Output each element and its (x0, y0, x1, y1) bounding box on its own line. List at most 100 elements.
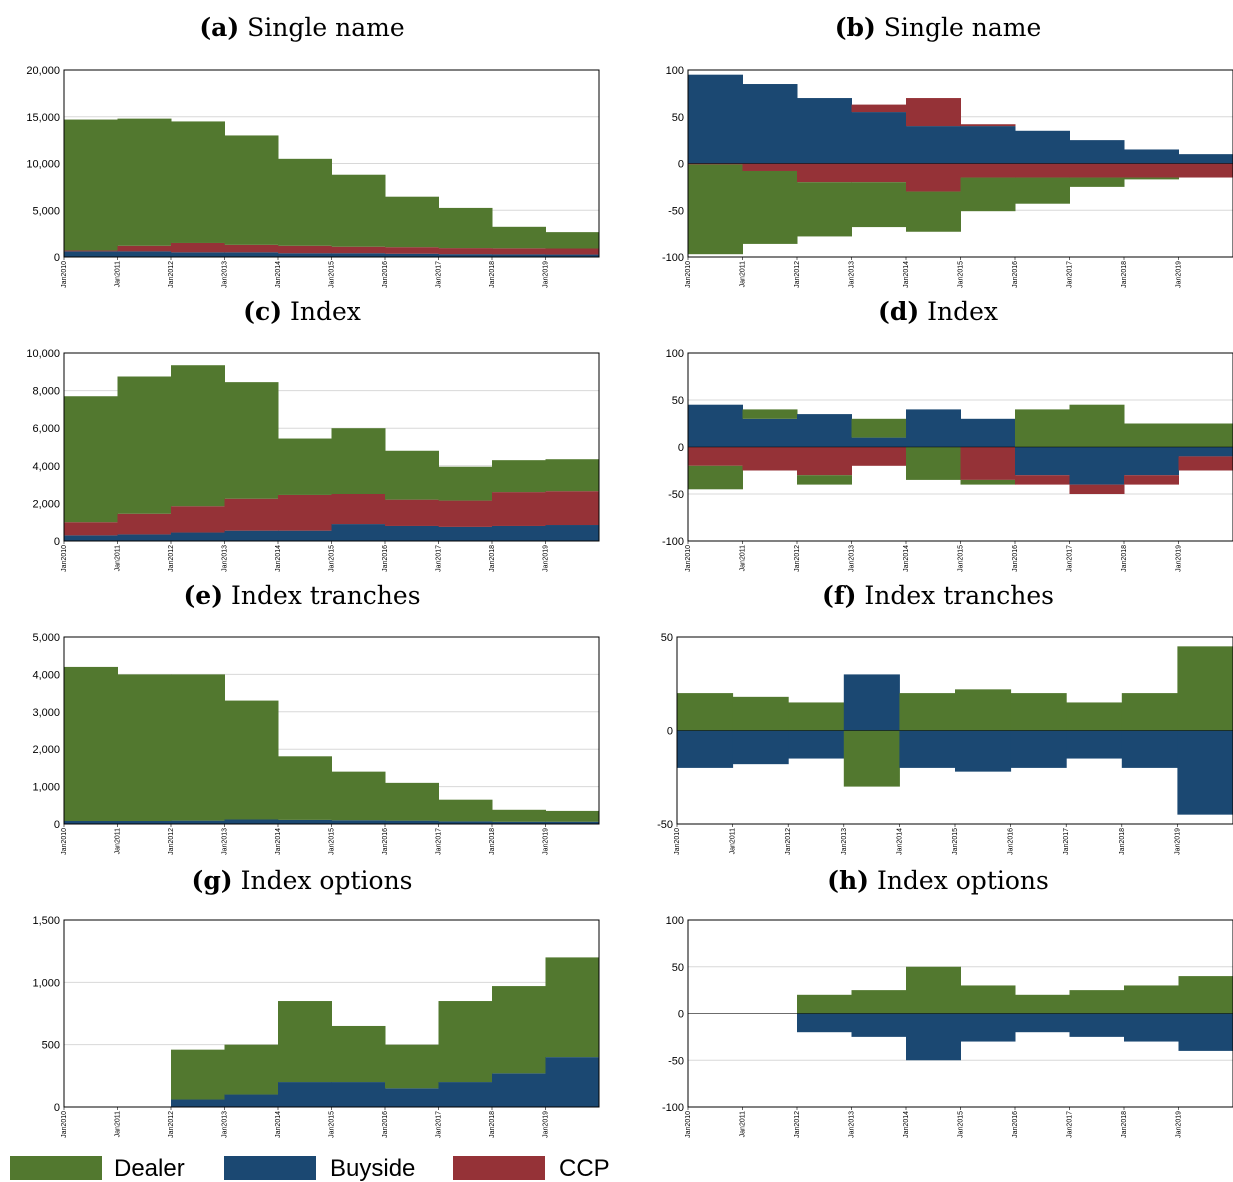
x-tick-label: Jan2017 (1063, 828, 1070, 855)
bar-dealer (438, 1001, 493, 1083)
bar-ccp (385, 499, 439, 526)
bar-ccp (438, 500, 493, 527)
bar-buyside (1069, 447, 1125, 485)
legend-label-dealer: Dealer (114, 1155, 185, 1182)
bar-buyside (64, 251, 118, 257)
x-tick-label: Jan2016 (1008, 828, 1015, 855)
panel-d-name: Index (927, 297, 998, 326)
y-tick-label: 0 (678, 1009, 684, 1021)
bar-buyside (278, 530, 332, 541)
bar-ccp (385, 247, 439, 254)
bar-buyside (385, 525, 439, 541)
bar-dealer (1015, 994, 1070, 1014)
x-tick-label: Jan2019 (543, 261, 550, 288)
x-tick-label: Jan2014 (903, 261, 910, 288)
bar-dealer (438, 466, 493, 501)
bar-buyside (906, 126, 961, 164)
bar-dealer (1066, 702, 1123, 731)
bar-dealer (224, 1044, 279, 1095)
bar-dealer (171, 1049, 225, 1100)
panel-c-chart: 0 2,000 4,000 6,000 8,000 10,000 Jan2010 Jan201… (26, 348, 600, 572)
panel-b-title: (b) Single name (835, 13, 1042, 42)
bar-buyside (171, 532, 225, 541)
x-tick-label: Jan2013 (222, 545, 229, 572)
y-tick-label: 2,000 (32, 744, 60, 756)
y-tick-label: 10,000 (26, 159, 60, 171)
bar-ccp (545, 248, 600, 255)
x-tick-label: Jan2013 (849, 545, 856, 572)
x-tick-label: Jan2013 (222, 261, 229, 288)
bar-buyside (1015, 447, 1070, 476)
bar-dealer (385, 450, 439, 500)
x-tick-label: Jan2016 (382, 828, 389, 855)
panel-e-label: (e) (183, 581, 223, 610)
x-tick-label: Jan2019 (543, 828, 550, 855)
legend-label-buyside: Buyside (330, 1155, 415, 1182)
x-tick-label: Jan2012 (794, 1111, 801, 1138)
bar-dealer (797, 994, 852, 1014)
bar-buyside (278, 253, 332, 257)
panel-b-label: (b) (835, 13, 876, 42)
bar-buyside (1069, 140, 1125, 164)
y-tick-label: 100 (666, 348, 684, 360)
y-tick-label: -50 (668, 1055, 684, 1067)
bar-dealer (906, 191, 961, 232)
panel-g-title: (g) Index options (192, 866, 413, 895)
y-tick-label: 0 (678, 442, 684, 454)
bar-buyside (788, 730, 845, 759)
x-tick-label: Jan2010 (674, 828, 681, 855)
x-tick-label: Jan2016 (382, 545, 389, 572)
bar-ccp (492, 248, 546, 255)
bar-buyside (278, 819, 332, 824)
x-tick-label: Jan2016 (1012, 261, 1019, 288)
x-tick-label: Jan2014 (903, 1111, 910, 1138)
panel-g-name: Index options (241, 866, 413, 895)
bar-buyside (797, 1013, 852, 1033)
bar-buyside (960, 126, 1016, 164)
bar-dealer (117, 674, 172, 822)
x-tick-label: Jan2017 (436, 261, 443, 288)
bar-dealer (1124, 985, 1179, 1014)
bar-buyside (1178, 154, 1233, 164)
bar-ccp (1178, 163, 1233, 178)
y-tick-label: -100 (662, 536, 684, 548)
bar-ccp (742, 163, 798, 171)
bar-buyside (492, 525, 546, 541)
x-tick-label: Jan2013 (222, 828, 229, 855)
bar-buyside (851, 1013, 907, 1037)
x-tick-label: Jan2016 (1012, 1111, 1019, 1138)
x-tick-label: Jan2019 (1176, 1111, 1183, 1138)
x-tick-label: Jan2018 (1121, 545, 1128, 572)
y-tick-label: 0 (54, 1102, 60, 1114)
panel-h-title: (h) Index options (827, 866, 1049, 895)
bar-dealer (117, 376, 172, 514)
bar-dealer (1069, 990, 1125, 1014)
bar-dealer (224, 135, 279, 245)
bar-dealer (688, 465, 743, 490)
y-tick-label: 20,000 (26, 65, 60, 77)
bar-ccp (1124, 163, 1179, 178)
x-tick-label: Jan2015 (958, 1111, 965, 1138)
legend: Dealer Buyside CCP (10, 1155, 610, 1182)
x-tick-label: Jan2016 (382, 1111, 389, 1138)
bar-dealer (331, 174, 386, 247)
panel-a-name: Single name (247, 13, 404, 42)
bar-dealer (385, 782, 439, 821)
x-tick-label: Jan2015 (329, 261, 336, 288)
x-tick-label: Jan2010 (61, 545, 68, 572)
panel-h-chart: -100 -50 0 50 100 Jan2010 Jan2011 Jan2012 Jan201… (662, 915, 1233, 1138)
legend-swatch-dealer (10, 1156, 102, 1180)
x-tick-label: Jan2011 (740, 261, 747, 287)
bar-buyside (545, 821, 600, 824)
y-tick-label: 100 (666, 915, 684, 927)
x-tick-label: Jan2011 (740, 545, 747, 571)
y-tick-label: -50 (657, 819, 673, 831)
bar-buyside (171, 1099, 225, 1107)
y-tick-label: 10,000 (26, 348, 60, 360)
x-tick-label: Jan2018 (1121, 1111, 1128, 1138)
bar-dealer (1124, 177, 1179, 180)
bar-dealer (278, 158, 332, 246)
bar-buyside (331, 1082, 386, 1107)
bar-ccp (331, 246, 386, 254)
bar-ccp (851, 104, 907, 113)
